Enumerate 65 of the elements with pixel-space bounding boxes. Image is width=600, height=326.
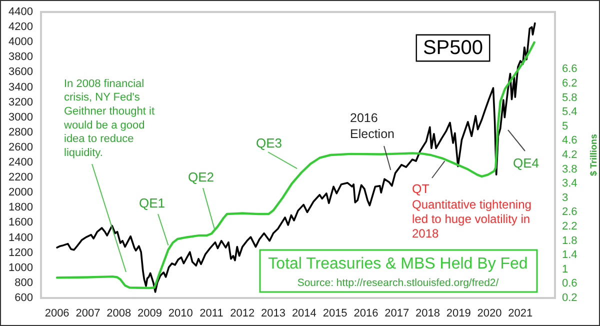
y2-tick-label: 3: [562, 192, 568, 204]
y-tick-label: 2800: [8, 126, 33, 138]
y2-tick-label: 2.2: [562, 220, 578, 232]
y-tick-label: 3200: [8, 96, 33, 108]
y2-tick-label: 6.2: [562, 78, 578, 90]
y2-tick-label: 1.8: [562, 234, 578, 247]
y2-tick-label: 1.4: [562, 249, 578, 262]
y2-tick-label: 5: [562, 120, 568, 132]
y-tick-label: 1400: [8, 232, 33, 244]
y2-tick-label: 5.4: [562, 106, 578, 118]
x-tick-label: 2009: [137, 308, 162, 320]
x-tick-label: 2015: [322, 308, 348, 320]
annotation: Source: http://research.stlouisfed.org/fred2/: [297, 277, 499, 289]
y-tick-label: 3600: [8, 66, 33, 78]
x-tick-label: 2013: [261, 308, 286, 320]
y2-tick-label: 4.6: [562, 134, 578, 147]
x-tick-label: 2010: [168, 308, 193, 320]
y2-tick-label: 1: [562, 263, 568, 276]
annotation: Quantitative tightening led to huge volatility in 2018: [412, 197, 532, 240]
y-tick-label: 4400: [8, 6, 33, 18]
y-tick-label: 3400: [8, 81, 33, 94]
y-tick-label: 1800: [8, 202, 33, 214]
x-tick-label: 2019: [446, 308, 471, 320]
y-tick-label: 2000: [8, 186, 33, 199]
x-tick-label: 2008: [106, 308, 132, 320]
y-tick-label: 4200: [8, 21, 33, 34]
annotation: QT: [412, 182, 430, 196]
annotation: In 2008 financial crisis, NY Fed's Geithner thought it would be a good idea to reduce liquidity.: [63, 78, 155, 159]
y2-tick-label: 5.8: [562, 92, 578, 104]
y2-tick-label: 0.2: [562, 292, 578, 304]
y2-tick-label: 0.6: [562, 278, 578, 290]
annotation: QE3: [256, 136, 282, 150]
y2-tick-label: 6.6: [562, 63, 578, 76]
y-tick-label: 3800: [8, 51, 33, 64]
y-tick-label: 1000: [8, 262, 33, 274]
annotation: QE2: [188, 170, 214, 184]
annotation: QE4: [512, 156, 540, 170]
y2-tick-label: 3.4: [562, 178, 578, 190]
y2-tick-label: 2.6: [562, 206, 578, 218]
y-tick-label: 800: [14, 276, 33, 289]
x-tick-label: 2016: [354, 308, 378, 320]
x-tick-label: 2020: [477, 308, 502, 320]
y-tick-label: 2600: [8, 141, 33, 154]
x-tick-label: 2011: [200, 308, 224, 320]
annotation: QE1: [138, 196, 166, 210]
y-tick-label: 600: [14, 292, 33, 304]
annotation: 2016 Election: [350, 111, 395, 141]
y-tick-label: 1600: [8, 216, 33, 229]
x-tick-label: 2017: [384, 308, 410, 320]
y-tick-label: 1200: [8, 246, 33, 259]
series-label: SP500: [422, 37, 484, 59]
y-tick-label: 3000: [8, 111, 33, 124]
y2-tick-label: 4.2: [562, 149, 578, 161]
x-tick-label: 2012: [230, 308, 255, 320]
y2-tick-label: 3.8: [562, 163, 578, 176]
x-tick-label: 2014: [292, 308, 316, 320]
x-tick-label: 2021: [508, 308, 533, 320]
x-tick-label: 2007: [76, 308, 100, 320]
text: Total Treasuries & MBS Held By Fed: [268, 256, 528, 272]
x-tick-label: 2006: [44, 308, 70, 320]
x-tick-label: 2018: [415, 308, 440, 320]
y-tick-label: 2200: [8, 172, 33, 184]
y2-axis-title: $ Trillions: [588, 134, 598, 176]
y-tick-label: 4000: [8, 36, 33, 48]
y-tick-label: 2400: [8, 156, 33, 169]
